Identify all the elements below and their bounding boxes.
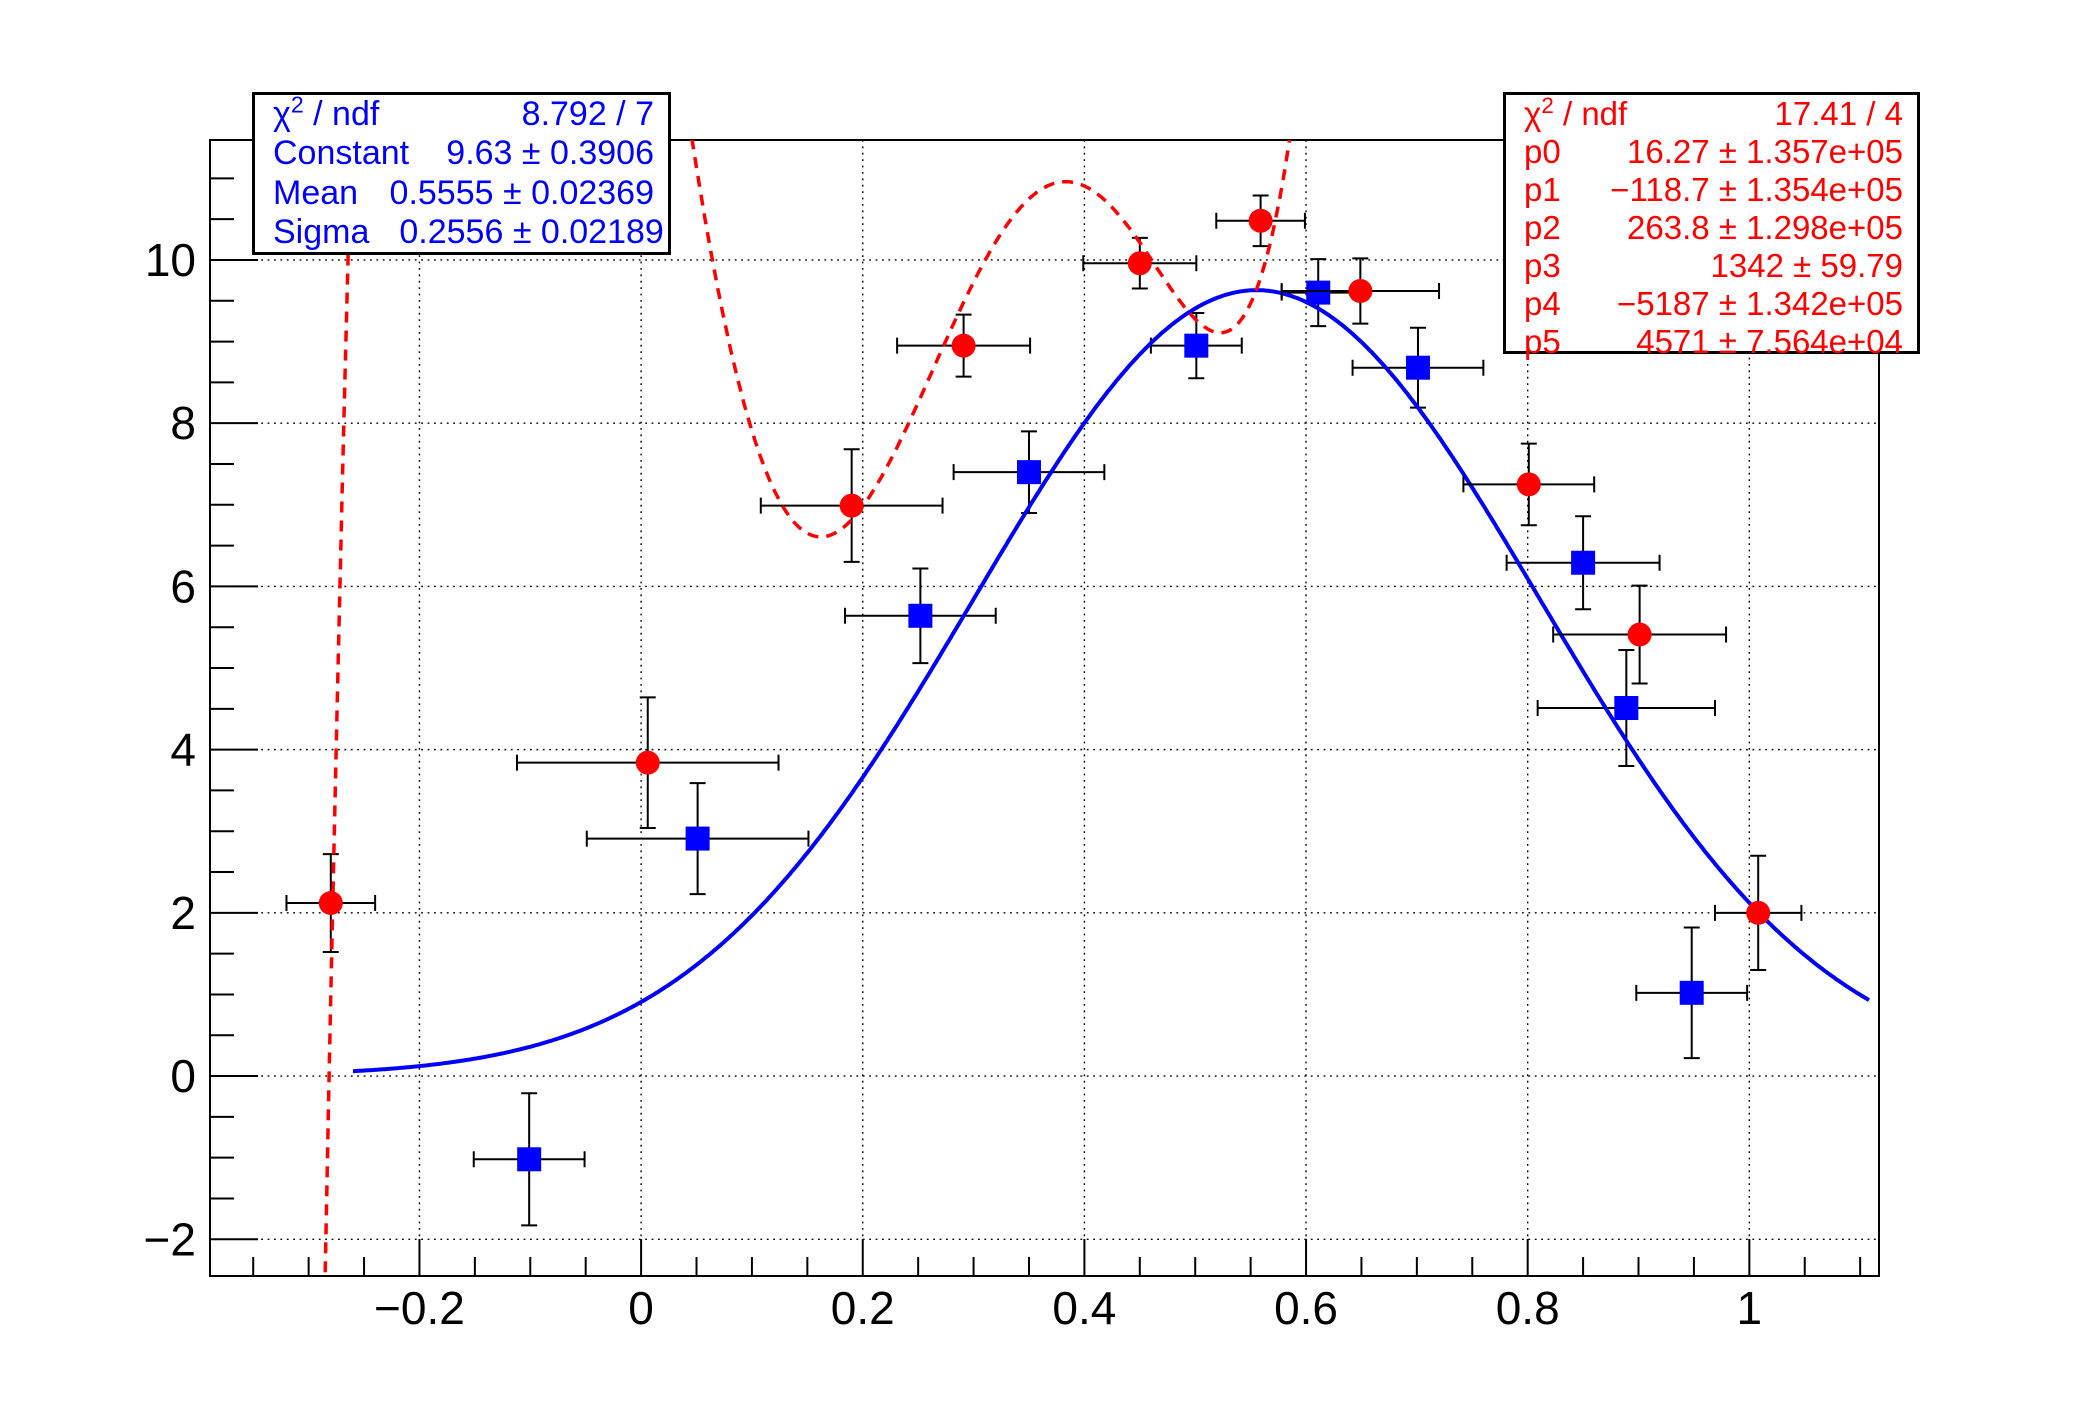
x-tick-label: 0.8 [1496, 1282, 1560, 1334]
stat-label: p2 [1524, 209, 1561, 246]
stat-label: Sigma [273, 212, 370, 251]
data-point-square [1614, 696, 1639, 720]
y-tick-label: 4 [170, 724, 196, 776]
stat-label: p5 [1524, 323, 1561, 360]
stat-value: 4571 ± 7.564e+04 [1636, 323, 1903, 360]
x-tick-label: 0 [628, 1282, 654, 1334]
stat-row-p1: p1 −118.7 ± 1.354e+05 [1506, 171, 1917, 209]
data-point-circle [318, 891, 343, 916]
stat-row-mean: Mean 0.5555 ± 0.02369 [255, 174, 668, 213]
stat-value: 0.2556 ± 0.02189 [399, 212, 664, 251]
blue-squares-error-bars [472, 258, 1749, 1227]
axis-ticks [210, 177, 1862, 1276]
gaussian-fit-curve [352, 288, 1871, 1074]
data-point-circle [1248, 208, 1273, 233]
stat-label: Constant [273, 134, 410, 173]
x-axis-labels: −0.2 0 0.2 0.4 0.6 0.8 1 [374, 1282, 1762, 1334]
x-tick-label: −0.2 [374, 1282, 465, 1334]
stat-value: 263.8 ± 1.298e+05 [1627, 209, 1903, 246]
y-tick-label: 8 [170, 397, 196, 449]
x-tick-label: 0.2 [831, 1282, 895, 1334]
data-point-square [1184, 333, 1209, 358]
x-tick-label: 1 [1737, 1282, 1763, 1334]
stat-value: 1342 ± 59.79 [1710, 247, 1903, 284]
data-point-square [1571, 550, 1596, 575]
stat-row-chi2: χ2 / ndf 17.41 / 4 [1506, 93, 1917, 133]
stat-value: −118.7 ± 1.354e+05 [1610, 171, 1903, 208]
stat-label: p4 [1524, 285, 1561, 322]
x-tick-label: 0.4 [1052, 1282, 1116, 1334]
data-point-circle [635, 750, 660, 775]
data-point-circle [1516, 472, 1541, 497]
stat-label-chi2: χ2 / ndf [1524, 93, 1628, 132]
stat-label: p0 [1524, 133, 1561, 170]
stat-row-p3: p3 1342 ± 59.79 [1506, 247, 1917, 285]
data-point-circle [951, 333, 976, 358]
poly5-fit-curve [323, 140, 1292, 1276]
data-point-circle [1746, 900, 1771, 925]
stat-row-constant: Constant 9.63 ± 0.3906 [255, 134, 668, 173]
data-point-square [1016, 460, 1041, 485]
y-tick-label: 0 [170, 1050, 196, 1102]
data-point-square [517, 1147, 542, 1172]
stats-box-gaussian: χ2 / ndf 8.792 / 7 Constant 9.63 ± 0.390… [252, 92, 671, 255]
stat-label: p3 [1524, 247, 1561, 284]
stat-row-p4: p4 −5187 ± 1.342e+05 [1506, 285, 1917, 323]
stat-value: −5187 ± 1.342e+05 [1616, 285, 1903, 322]
y-axis-labels: −2 0 2 4 6 8 10 [144, 234, 196, 1265]
data-point-circle [1348, 278, 1373, 303]
data-point-circle [1627, 622, 1652, 647]
data-point-square [1306, 280, 1331, 305]
data-point-square [908, 603, 933, 628]
stat-label: Mean [273, 173, 359, 212]
stats-box-polynomial: χ2 / ndf 17.41 / 4 p0 16.27 ± 1.357e+05 … [1503, 92, 1920, 360]
stat-value: 0.5555 ± 0.02369 [389, 173, 654, 212]
y-tick-label: 2 [170, 887, 196, 939]
series-blue-squares [472, 258, 1749, 1227]
stat-value: 9.63 ± 0.3906 [446, 134, 654, 173]
x-tick-label: 0.6 [1274, 1282, 1338, 1334]
stat-value-chi2: 17.41 / 4 [1774, 95, 1903, 132]
data-point-square [685, 826, 710, 851]
y-tick-label: 6 [170, 560, 196, 612]
data-point-square [1405, 355, 1430, 380]
stat-row-sigma: Sigma 0.2556 ± 0.02189 [255, 213, 668, 252]
stat-row-chi2: χ2 / ndf 8.792 / 7 [255, 91, 668, 134]
y-tick-label: −2 [144, 1213, 196, 1265]
data-point-square [1679, 980, 1704, 1005]
y-tick-label: 10 [145, 234, 196, 286]
stat-label: p1 [1524, 171, 1561, 208]
stat-value-chi2: 8.792 / 7 [521, 95, 654, 134]
stat-value: 16.27 ± 1.357e+05 [1627, 133, 1903, 170]
stat-row-p5: p5 4571 ± 7.564e+04 [1506, 323, 1917, 361]
data-point-circle [839, 493, 864, 518]
stat-row-p0: p0 16.27 ± 1.357e+05 [1506, 133, 1917, 171]
stat-label-chi2: χ2 / ndf [273, 91, 380, 134]
data-point-circle [1127, 251, 1152, 276]
stat-row-p2: p2 263.8 ± 1.298e+05 [1506, 209, 1917, 247]
